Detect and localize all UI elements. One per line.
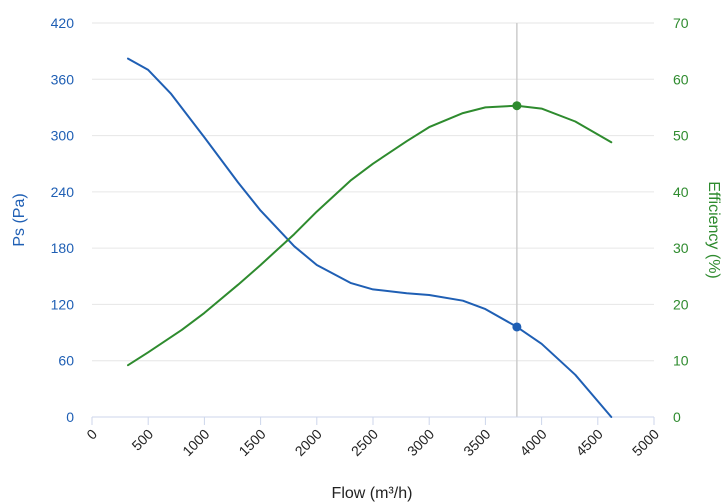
y-left-tick-label: 180 bbox=[51, 240, 75, 256]
x-tick-label: 1000 bbox=[179, 426, 212, 459]
y-right-tick-label: 60 bbox=[673, 71, 689, 87]
y-right-tick-label: 50 bbox=[673, 128, 689, 144]
y-left-tick-label: 420 bbox=[51, 15, 75, 31]
y-left-tick-label: 60 bbox=[58, 353, 74, 369]
y-right-tick-label: 20 bbox=[673, 296, 689, 312]
x-axis: 0 500 1000 1500 2000 2500 3000 3500 4000 4500 5000 bbox=[83, 416, 662, 459]
y-axis-left-title: Ps (Pa) bbox=[11, 193, 28, 246]
x-tick-label: 1500 bbox=[235, 426, 268, 459]
x-tick-label: 2500 bbox=[348, 426, 381, 459]
y-left-tick-label: 120 bbox=[51, 296, 75, 312]
efficiency-series-line bbox=[127, 104, 613, 367]
x-tick-label: 3000 bbox=[404, 426, 437, 459]
x-axis-title: Flow (m³/h) bbox=[332, 485, 413, 502]
y-axis-right: 0 10 20 30 40 50 60 70 bbox=[673, 15, 689, 425]
y-left-tick-label: 360 bbox=[51, 71, 75, 87]
cursor-markers[interactable] bbox=[512, 101, 522, 332]
y-axis-right-title: Efficiency (%) bbox=[705, 181, 722, 279]
ps-series-line bbox=[127, 57, 613, 418]
y-left-tick-label: 240 bbox=[51, 184, 75, 200]
x-tick-label: 0 bbox=[83, 426, 100, 443]
x-tick-label: 4000 bbox=[516, 426, 549, 459]
grid bbox=[92, 22, 654, 418]
y-right-tick-label: 10 bbox=[673, 353, 689, 369]
y-right-tick-label: 40 bbox=[673, 184, 689, 200]
x-tick-label: 3500 bbox=[460, 426, 493, 459]
y-right-tick-label: 30 bbox=[673, 240, 689, 256]
y-right-tick-label: 70 bbox=[673, 15, 689, 31]
x-tick-label: 2000 bbox=[292, 426, 325, 459]
series-group bbox=[127, 57, 613, 418]
x-tick-label: 4500 bbox=[573, 426, 606, 459]
y-left-tick-label: 0 bbox=[66, 409, 74, 425]
y-left-tick-label: 300 bbox=[51, 128, 75, 144]
x-tick-label: 500 bbox=[128, 426, 156, 454]
x-tick-label: 5000 bbox=[629, 426, 662, 459]
y-right-tick-label: 0 bbox=[673, 409, 681, 425]
efficiency-cursor-point[interactable] bbox=[512, 101, 522, 111]
ps-cursor-point[interactable] bbox=[512, 322, 522, 332]
y-axis-left: 0 60 120 180 240 300 360 420 bbox=[51, 15, 75, 425]
